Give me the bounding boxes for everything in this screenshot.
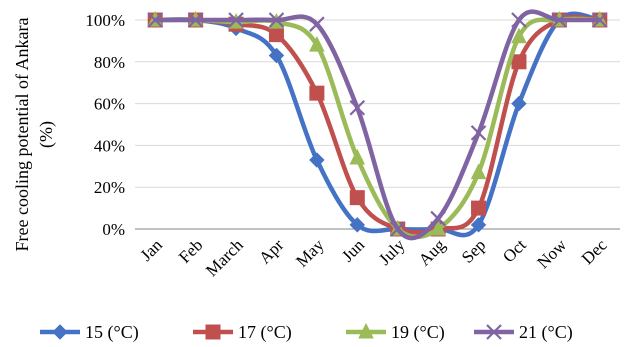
data-point — [551, 12, 568, 28]
series-line — [155, 16, 600, 240]
y-axis-title-line: (%) — [36, 121, 57, 148]
data-point — [309, 35, 325, 52]
data-point — [511, 95, 527, 112]
legend-entry: 17 (°C) — [193, 322, 292, 343]
y-tick-label: 20% — [94, 178, 125, 197]
data-point — [470, 125, 487, 141]
data-point — [470, 217, 487, 233]
legend-marker — [205, 324, 221, 340]
x-tick-label: July — [375, 235, 409, 269]
data-point — [268, 12, 285, 28]
x-tick-label: Feb — [175, 235, 206, 266]
x-tick-label: Now — [533, 235, 570, 272]
legend-entry: 15 (°C) — [40, 322, 139, 343]
x-tick-label: May — [292, 235, 328, 271]
data-point — [228, 12, 244, 28]
data-point — [309, 152, 325, 168]
y-axis-tick-labels: 0% 20% 40% 60% 80% 100% — [85, 11, 125, 239]
data-point — [511, 27, 527, 44]
series-lines — [147, 9, 608, 241]
series-4 — [147, 9, 608, 241]
data-point — [511, 54, 527, 70]
data-point — [471, 200, 487, 216]
x-tick-label: March — [202, 235, 247, 280]
data-point — [349, 100, 366, 116]
legend-entry: 21 (°C) — [474, 322, 573, 343]
legend-label: 21 (°C) — [519, 322, 573, 343]
data-point — [349, 148, 366, 165]
data-point — [309, 16, 325, 32]
y-tick-label: 40% — [94, 136, 125, 155]
x-tick-label: Jan — [137, 235, 167, 265]
legend-label: 19 (°C) — [391, 322, 445, 343]
legend-marker — [358, 322, 374, 339]
data-point — [349, 190, 365, 206]
data-point — [430, 219, 446, 236]
data-point — [187, 12, 204, 28]
y-tick-label: 80% — [94, 53, 125, 72]
y-axis-title: Free cooling potential of Ankara (%) — [12, 18, 57, 252]
legend: 15 (°C) 17 (°C) 19 (°C) 21 (°C) — [40, 322, 573, 343]
data-point — [389, 221, 406, 237]
data-point — [430, 210, 446, 227]
legend-label: 17 (°C) — [238, 322, 292, 343]
legend-label: 15 (°C) — [85, 322, 139, 343]
data-point — [268, 27, 284, 43]
data-point — [470, 163, 487, 180]
y-tick-label: 60% — [94, 95, 125, 114]
legend-marker — [52, 324, 68, 340]
legend-entry: 19 (°C) — [346, 322, 445, 343]
data-point — [309, 85, 325, 101]
data-point — [147, 12, 163, 28]
data-point — [349, 217, 365, 233]
data-point — [592, 12, 608, 28]
y-tick-label: 100% — [85, 11, 125, 30]
y-axis-title-line: Free cooling potential of Ankara — [12, 18, 32, 252]
series-3 — [147, 10, 608, 240]
x-tick-label: Dec — [578, 235, 611, 268]
x-tick-label: Jun — [338, 235, 368, 265]
x-tick-label: Oct — [499, 235, 530, 266]
data-point — [268, 47, 285, 64]
x-tick-label: Aug — [415, 235, 449, 269]
x-tick-label: Sep — [458, 235, 489, 266]
y-tick-label: 0% — [102, 220, 125, 239]
x-tick-label: Apr — [255, 235, 287, 267]
data-point — [511, 12, 527, 28]
legend-marker — [486, 324, 502, 340]
